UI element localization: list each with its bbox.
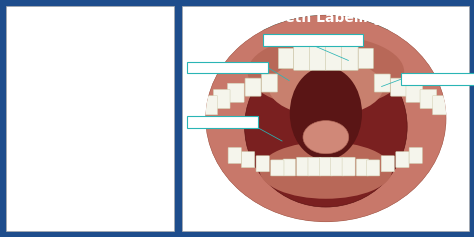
- Text: Teeth Labeling: Teeth Labeling: [268, 11, 383, 25]
- FancyBboxPatch shape: [283, 159, 296, 176]
- FancyBboxPatch shape: [358, 48, 374, 68]
- FancyBboxPatch shape: [326, 46, 342, 70]
- FancyBboxPatch shape: [278, 48, 293, 68]
- FancyBboxPatch shape: [374, 74, 390, 92]
- FancyBboxPatch shape: [51, 79, 61, 93]
- FancyBboxPatch shape: [137, 86, 148, 101]
- FancyBboxPatch shape: [22, 91, 33, 106]
- FancyBboxPatch shape: [123, 143, 131, 156]
- FancyBboxPatch shape: [80, 58, 91, 76]
- FancyBboxPatch shape: [396, 152, 409, 168]
- FancyBboxPatch shape: [14, 96, 25, 111]
- FancyBboxPatch shape: [30, 86, 41, 101]
- FancyBboxPatch shape: [366, 160, 380, 176]
- Ellipse shape: [303, 121, 349, 154]
- FancyBboxPatch shape: [297, 157, 310, 176]
- Ellipse shape: [205, 15, 447, 222]
- Ellipse shape: [247, 36, 404, 108]
- Text: digital: digital: [104, 207, 137, 216]
- Ellipse shape: [68, 73, 111, 146]
- FancyBboxPatch shape: [213, 89, 230, 109]
- FancyBboxPatch shape: [70, 58, 81, 76]
- FancyBboxPatch shape: [391, 78, 407, 96]
- FancyBboxPatch shape: [79, 205, 162, 218]
- FancyBboxPatch shape: [401, 73, 474, 85]
- FancyBboxPatch shape: [245, 78, 261, 96]
- FancyBboxPatch shape: [342, 157, 355, 176]
- FancyBboxPatch shape: [420, 89, 437, 109]
- FancyBboxPatch shape: [108, 146, 116, 159]
- FancyBboxPatch shape: [46, 36, 110, 44]
- FancyBboxPatch shape: [342, 46, 358, 70]
- Ellipse shape: [245, 46, 407, 207]
- FancyBboxPatch shape: [99, 144, 108, 159]
- FancyBboxPatch shape: [187, 116, 258, 128]
- FancyBboxPatch shape: [308, 157, 321, 176]
- FancyBboxPatch shape: [241, 152, 255, 168]
- FancyBboxPatch shape: [256, 156, 269, 172]
- FancyBboxPatch shape: [319, 157, 332, 176]
- FancyBboxPatch shape: [108, 150, 162, 158]
- Ellipse shape: [43, 49, 137, 106]
- Ellipse shape: [260, 142, 392, 199]
- FancyBboxPatch shape: [293, 46, 310, 70]
- FancyBboxPatch shape: [182, 6, 469, 30]
- FancyBboxPatch shape: [39, 140, 47, 153]
- FancyBboxPatch shape: [182, 6, 469, 231]
- FancyBboxPatch shape: [47, 143, 56, 156]
- Circle shape: [12, 191, 77, 223]
- FancyBboxPatch shape: [310, 46, 326, 70]
- FancyBboxPatch shape: [146, 91, 157, 106]
- FancyBboxPatch shape: [201, 96, 218, 115]
- FancyBboxPatch shape: [9, 60, 55, 68]
- FancyBboxPatch shape: [406, 83, 423, 102]
- FancyBboxPatch shape: [99, 58, 109, 76]
- FancyBboxPatch shape: [114, 146, 123, 159]
- FancyBboxPatch shape: [381, 156, 394, 172]
- FancyBboxPatch shape: [118, 79, 129, 93]
- FancyBboxPatch shape: [109, 59, 118, 75]
- FancyBboxPatch shape: [41, 82, 51, 97]
- FancyBboxPatch shape: [92, 144, 101, 159]
- FancyBboxPatch shape: [31, 137, 39, 149]
- FancyBboxPatch shape: [187, 62, 268, 73]
- FancyBboxPatch shape: [263, 34, 363, 46]
- FancyBboxPatch shape: [85, 144, 94, 159]
- Ellipse shape: [18, 33, 162, 195]
- FancyBboxPatch shape: [79, 144, 87, 159]
- Ellipse shape: [55, 67, 124, 112]
- FancyBboxPatch shape: [61, 59, 71, 75]
- Ellipse shape: [41, 58, 139, 183]
- Text: Teeth Labeling: Teeth Labeling: [58, 12, 122, 20]
- FancyBboxPatch shape: [228, 83, 244, 102]
- FancyBboxPatch shape: [271, 160, 284, 176]
- FancyBboxPatch shape: [6, 6, 174, 26]
- Ellipse shape: [290, 67, 362, 160]
- FancyBboxPatch shape: [108, 174, 162, 181]
- FancyBboxPatch shape: [331, 157, 344, 176]
- FancyBboxPatch shape: [262, 74, 277, 92]
- FancyBboxPatch shape: [6, 6, 174, 231]
- FancyBboxPatch shape: [32, 202, 57, 212]
- FancyBboxPatch shape: [154, 96, 164, 111]
- FancyBboxPatch shape: [108, 62, 160, 70]
- FancyBboxPatch shape: [228, 147, 241, 164]
- Ellipse shape: [76, 116, 104, 141]
- FancyBboxPatch shape: [128, 82, 139, 97]
- FancyBboxPatch shape: [56, 146, 65, 159]
- FancyBboxPatch shape: [9, 132, 51, 140]
- FancyBboxPatch shape: [89, 58, 100, 76]
- Ellipse shape: [269, 59, 383, 116]
- FancyBboxPatch shape: [72, 144, 81, 159]
- FancyBboxPatch shape: [409, 147, 422, 164]
- FancyBboxPatch shape: [139, 137, 148, 149]
- FancyBboxPatch shape: [433, 96, 449, 115]
- FancyBboxPatch shape: [64, 146, 72, 159]
- FancyBboxPatch shape: [131, 140, 140, 153]
- FancyBboxPatch shape: [356, 159, 369, 176]
- Ellipse shape: [50, 132, 129, 177]
- FancyBboxPatch shape: [36, 205, 53, 211]
- FancyBboxPatch shape: [9, 105, 51, 113]
